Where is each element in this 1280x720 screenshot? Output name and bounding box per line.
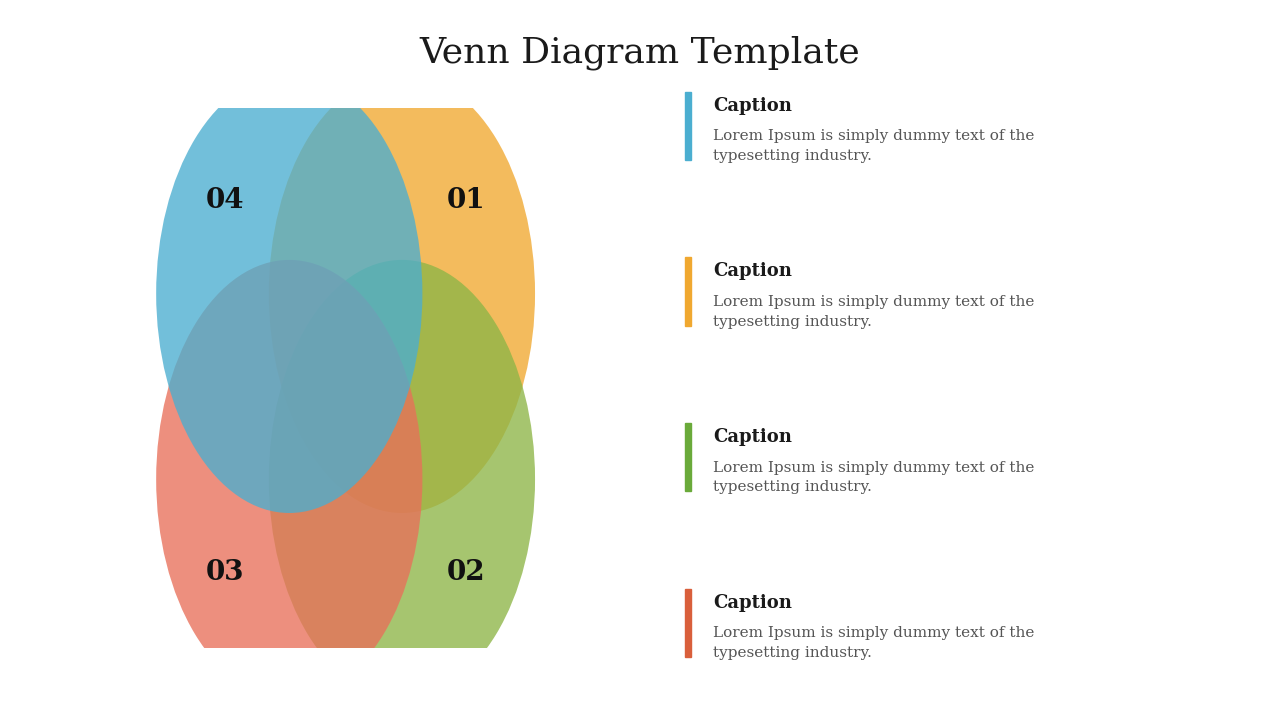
Text: 03: 03: [206, 559, 244, 585]
Circle shape: [269, 74, 535, 513]
Text: Lorem Ipsum is simply dummy text of the
typesetting industry.: Lorem Ipsum is simply dummy text of the …: [713, 295, 1034, 328]
Text: Caption: Caption: [713, 428, 792, 446]
Text: Caption: Caption: [713, 262, 792, 280]
Text: 01: 01: [447, 187, 485, 215]
Circle shape: [269, 260, 535, 698]
Text: Venn Diagram Template: Venn Diagram Template: [420, 36, 860, 71]
Circle shape: [156, 260, 422, 698]
Text: 02: 02: [447, 559, 485, 585]
Circle shape: [156, 74, 422, 513]
Text: 04: 04: [206, 187, 244, 215]
Text: Lorem Ipsum is simply dummy text of the
typesetting industry.: Lorem Ipsum is simply dummy text of the …: [713, 461, 1034, 494]
Text: Lorem Ipsum is simply dummy text of the
typesetting industry.: Lorem Ipsum is simply dummy text of the …: [713, 130, 1034, 163]
Text: Lorem Ipsum is simply dummy text of the
typesetting industry.: Lorem Ipsum is simply dummy text of the …: [713, 626, 1034, 660]
Text: Caption: Caption: [713, 593, 792, 612]
Text: Caption: Caption: [713, 97, 792, 114]
